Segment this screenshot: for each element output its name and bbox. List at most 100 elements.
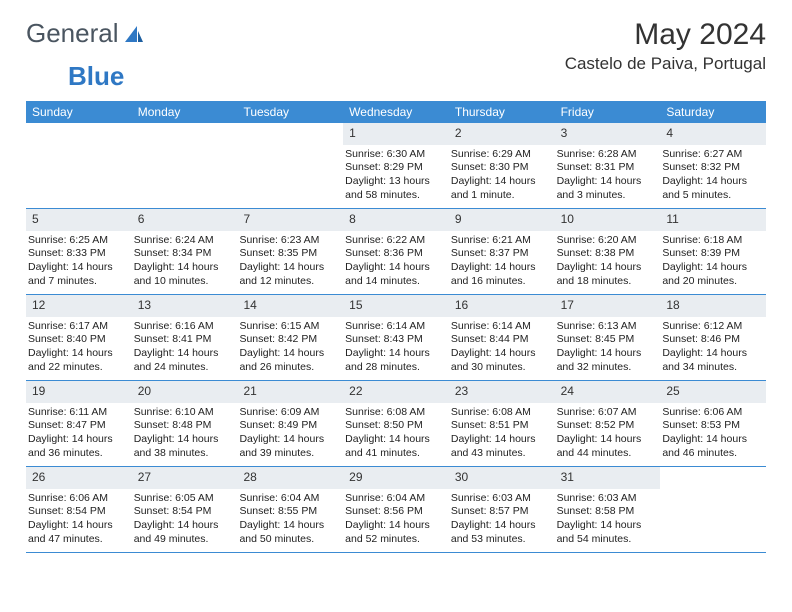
day-number: 3 [555, 123, 661, 145]
week-row: 26Sunrise: 6:06 AMSunset: 8:54 PMDayligh… [26, 467, 766, 553]
dow-cell: Sunday [26, 101, 132, 123]
day-number [660, 467, 766, 489]
day-detail-line: Sunrise: 6:07 AM [555, 406, 661, 420]
day-detail-line: Sunrise: 6:22 AM [343, 234, 449, 248]
day-detail-line: Daylight: 14 hours and 47 minutes. [26, 519, 132, 546]
day-detail-line: Daylight: 14 hours and 5 minutes. [660, 175, 766, 202]
day-detail-line: Sunrise: 6:28 AM [555, 148, 661, 162]
logo-text-blue: Blue [68, 61, 124, 91]
day-number: 4 [660, 123, 766, 145]
day-detail-line: Daylight: 14 hours and 38 minutes. [132, 433, 238, 460]
logo-text-general: General [26, 18, 119, 49]
day-cell: 5Sunrise: 6:25 AMSunset: 8:33 PMDaylight… [26, 209, 132, 294]
day-detail-line: Daylight: 14 hours and 20 minutes. [660, 261, 766, 288]
day-detail-line: Daylight: 14 hours and 30 minutes. [449, 347, 555, 374]
day-cell: 20 Sunrise: 6:10 AMSunset: 8:48 PMDayligh… [132, 381, 238, 466]
day-detail-line: Daylight: 14 hours and 39 minutes. [237, 433, 343, 460]
day-number: 17 [555, 295, 661, 317]
day-detail-line: Sunrise: 6:11 AM [26, 406, 132, 420]
day-detail-line: Sunset: 8:33 PM [26, 247, 132, 261]
day-cell: 8Sunrise: 6:22 AMSunset: 8:36 PMDaylight… [343, 209, 449, 294]
day-detail-line: Daylight: 14 hours and 49 minutes. [132, 519, 238, 546]
day-detail-line: Sunset: 8:52 PM [555, 419, 661, 433]
day-number: 12 [26, 295, 132, 317]
day-detail-line: Sunset: 8:54 PM [132, 505, 238, 519]
day-number: 7 [237, 209, 343, 231]
day-detail-line: Sunrise: 6:24 AM [132, 234, 238, 248]
day-number [237, 123, 343, 145]
day-number: 9 [449, 209, 555, 231]
week-row: 5Sunrise: 6:25 AMSunset: 8:33 PMDaylight… [26, 209, 766, 295]
day-detail-line: Daylight: 14 hours and 14 minutes. [343, 261, 449, 288]
day-detail-line: Sunrise: 6:12 AM [660, 320, 766, 334]
day-of-week-header: SundayMondayTuesdayWednesdayThursdayFrid… [26, 101, 766, 123]
day-detail-line: Daylight: 14 hours and 18 minutes. [555, 261, 661, 288]
day-detail-line: Sunrise: 6:14 AM [449, 320, 555, 334]
day-cell: 16Sunrise: 6:14 AMSunset: 8:44 PMDayligh… [449, 295, 555, 380]
day-number: 27 [132, 467, 238, 489]
day-detail-line: Sunrise: 6:03 AM [449, 492, 555, 506]
day-cell: 21Sunrise: 6:09 AMSunset: 8:49 PMDayligh… [237, 381, 343, 466]
day-cell: 11Sunrise: 6:18 AMSunset: 8:39 PMDayligh… [660, 209, 766, 294]
day-number: 20 [132, 381, 238, 403]
dow-cell: Friday [555, 101, 661, 123]
day-number: 30 [449, 467, 555, 489]
day-detail-line: Sunrise: 6:10 AM [132, 406, 238, 420]
day-detail-line: Sunrise: 6:27 AM [660, 148, 766, 162]
calendar: SundayMondayTuesdayWednesdayThursdayFrid… [26, 101, 766, 553]
day-cell: 19Sunrise: 6:11 AMSunset: 8:47 PMDayligh… [26, 381, 132, 466]
day-detail-line: Daylight: 14 hours and 26 minutes. [237, 347, 343, 374]
day-number: 14 [237, 295, 343, 317]
day-cell [132, 123, 238, 208]
dow-cell: Tuesday [237, 101, 343, 123]
day-cell: 22Sunrise: 6:08 AMSunset: 8:50 PMDayligh… [343, 381, 449, 466]
day-number: 29 [343, 467, 449, 489]
day-number: 6 [132, 209, 238, 231]
day-number: 16 [449, 295, 555, 317]
day-detail-line: Sunset: 8:40 PM [26, 333, 132, 347]
day-cell: 4Sunrise: 6:27 AMSunset: 8:32 PMDaylight… [660, 123, 766, 208]
day-detail-line: Sunset: 8:57 PM [449, 505, 555, 519]
day-detail-line: Sunset: 8:54 PM [26, 505, 132, 519]
day-number: 26 [26, 467, 132, 489]
dow-cell: Saturday [660, 101, 766, 123]
title-block: May 2024 Castelo de Paiva, Portugal [565, 18, 766, 74]
day-number [26, 123, 132, 145]
day-number: 19 [26, 381, 132, 403]
day-detail-line: Sunrise: 6:20 AM [555, 234, 661, 248]
day-detail-line: Sunrise: 6:06 AM [26, 492, 132, 506]
day-detail-line: Daylight: 14 hours and 7 minutes. [26, 261, 132, 288]
day-cell: 1Sunrise: 6:30 AMSunset: 8:29 PMDaylight… [343, 123, 449, 208]
day-detail-line: Daylight: 14 hours and 36 minutes. [26, 433, 132, 460]
day-detail-line: Sunset: 8:53 PM [660, 419, 766, 433]
day-number: 1 [343, 123, 449, 145]
day-detail-line: Sunrise: 6:25 AM [26, 234, 132, 248]
day-detail-line: Sunset: 8:58 PM [555, 505, 661, 519]
day-detail-line: Sunset: 8:50 PM [343, 419, 449, 433]
day-detail-line: Sunset: 8:31 PM [555, 161, 661, 175]
day-number: 2 [449, 123, 555, 145]
day-detail-line: Sunset: 8:41 PM [132, 333, 238, 347]
day-cell: 17Sunrise: 6:13 AMSunset: 8:45 PMDayligh… [555, 295, 661, 380]
location-label: Castelo de Paiva, Portugal [565, 54, 766, 74]
day-detail-line: Sunset: 8:30 PM [449, 161, 555, 175]
day-detail-line: Sunset: 8:42 PM [237, 333, 343, 347]
weeks-container: 1Sunrise: 6:30 AMSunset: 8:29 PMDaylight… [26, 123, 766, 553]
day-detail-line: Sunset: 8:48 PM [132, 419, 238, 433]
day-cell: 25Sunrise: 6:06 AMSunset: 8:53 PMDayligh… [660, 381, 766, 466]
day-detail-line: Sunset: 8:46 PM [660, 333, 766, 347]
day-cell: 6Sunrise: 6:24 AMSunset: 8:34 PMDaylight… [132, 209, 238, 294]
day-detail-line: Daylight: 14 hours and 43 minutes. [449, 433, 555, 460]
day-cell: 13Sunrise: 6:16 AMSunset: 8:41 PMDayligh… [132, 295, 238, 380]
day-detail-line: Daylight: 14 hours and 32 minutes. [555, 347, 661, 374]
day-cell: 2Sunrise: 6:29 AMSunset: 8:30 PMDaylight… [449, 123, 555, 208]
day-detail-line: Sunrise: 6:16 AM [132, 320, 238, 334]
day-cell: 10Sunrise: 6:20 AMSunset: 8:38 PMDayligh… [555, 209, 661, 294]
day-cell: 27Sunrise: 6:05 AMSunset: 8:54 PMDayligh… [132, 467, 238, 552]
day-cell: 26 Sunrise: 6:06 AMSunset: 8:54 PMDayligh… [26, 467, 132, 552]
day-detail-line: Sunset: 8:35 PM [237, 247, 343, 261]
day-detail-line: Daylight: 14 hours and 52 minutes. [343, 519, 449, 546]
day-cell: 30Sunrise: 6:03 AMSunset: 8:57 PMDayligh… [449, 467, 555, 552]
day-detail-line: Sunset: 8:56 PM [343, 505, 449, 519]
day-detail-line: Daylight: 14 hours and 24 minutes. [132, 347, 238, 374]
